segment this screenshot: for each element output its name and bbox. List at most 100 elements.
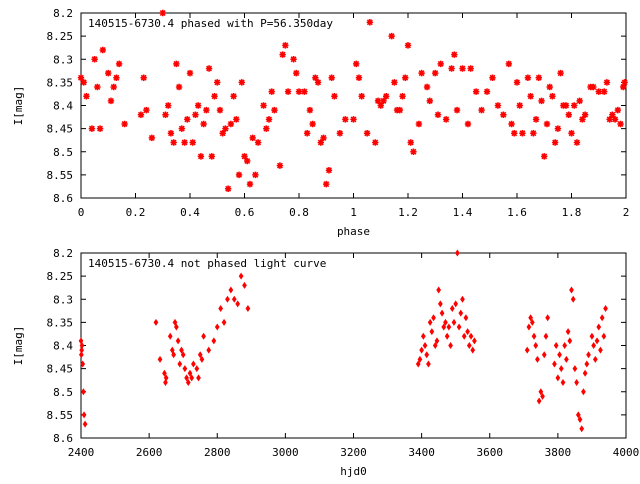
y-tick-label: 8.35 [47,76,74,89]
data-point [451,318,457,326]
data-point [532,116,540,123]
x-tick-label: 2600 [136,446,163,459]
data-point [620,83,627,91]
data-point [528,314,533,322]
data-point [611,116,619,123]
data-point [282,42,289,49]
data-point [567,337,573,345]
data-point [105,69,112,77]
data-point [165,102,172,109]
data-point [208,153,215,160]
data-point [543,332,549,340]
data-point [579,116,586,123]
x-tick-label: 0.6 [235,206,255,219]
data-point [191,360,196,368]
y-tick-label: 8.6 [53,192,73,205]
x-tick-label: 3800 [545,446,572,459]
data-point [434,111,442,118]
data-point [410,148,417,155]
data-point [171,351,177,359]
data-point [80,360,86,368]
data-point [249,134,256,142]
data-point [530,130,537,137]
data-point [263,125,270,132]
data-point [533,341,539,350]
data-point [601,332,607,340]
data-point [140,74,147,81]
data-point [170,139,177,146]
y-tick-label: 8.6 [53,432,73,445]
x-tick-label: 2400 [68,446,95,459]
x-tick-label: 0.8 [289,206,309,219]
data-point [342,116,349,123]
data-point [575,411,581,419]
data-point [614,106,622,114]
y-tick-label: 8.55 [47,169,74,182]
y-tick-label: 8.25 [47,270,74,283]
data-point [178,125,186,132]
data-point [592,355,598,363]
data-point [383,93,390,100]
data-point [290,56,297,63]
data-point [574,378,579,387]
data-point [355,74,363,81]
data-point [553,341,559,350]
data-point [80,79,87,86]
data-point [96,125,104,132]
data-point [218,304,224,313]
data-point [374,97,382,105]
data-point [214,323,220,331]
y-tick-label: 8.25 [47,30,74,43]
data-point [184,116,191,123]
data-point [531,332,537,340]
data-point [203,106,210,114]
data-point [180,351,186,359]
data-point [545,314,551,322]
data-point [594,337,600,345]
data-point [107,97,115,105]
data-point [407,139,414,146]
data-point [328,74,335,81]
data-point [276,162,284,169]
data-point [552,360,557,368]
data-point [591,341,597,350]
x-tick-label: 4000 [613,446,640,459]
data-point [483,88,491,95]
data-point [423,83,431,91]
y-tick-label: 8.4 [53,340,73,353]
y-tick-label: 8.5 [53,146,73,159]
data-point [325,167,333,174]
data-point [617,120,624,128]
data-point [598,346,603,354]
data-point [402,74,409,81]
data-point [163,378,168,387]
data-point [169,346,175,354]
x-tick-label: 1 [350,206,357,219]
y-tick-label: 8.55 [47,409,74,422]
data-point [175,83,183,91]
data-point [427,318,433,326]
data-point [194,365,200,373]
data-point [137,111,145,118]
data-point [419,346,424,354]
data-point [177,360,183,368]
data-point [221,318,227,326]
data-point [524,74,532,81]
data-point [244,157,251,165]
data-point [601,88,608,95]
data-point [197,351,203,359]
data-point [460,295,465,303]
data-point [464,120,472,128]
data-point [579,425,585,433]
data-point [478,106,485,114]
data-point [451,51,458,58]
y-tick-label: 8.4 [53,100,73,113]
data-point [182,365,188,373]
data-point [565,111,572,118]
data-point [186,69,194,77]
data-point [546,83,553,91]
data-point [459,65,466,72]
data-point [79,346,85,354]
data-point [162,111,169,118]
data-point [197,153,205,160]
